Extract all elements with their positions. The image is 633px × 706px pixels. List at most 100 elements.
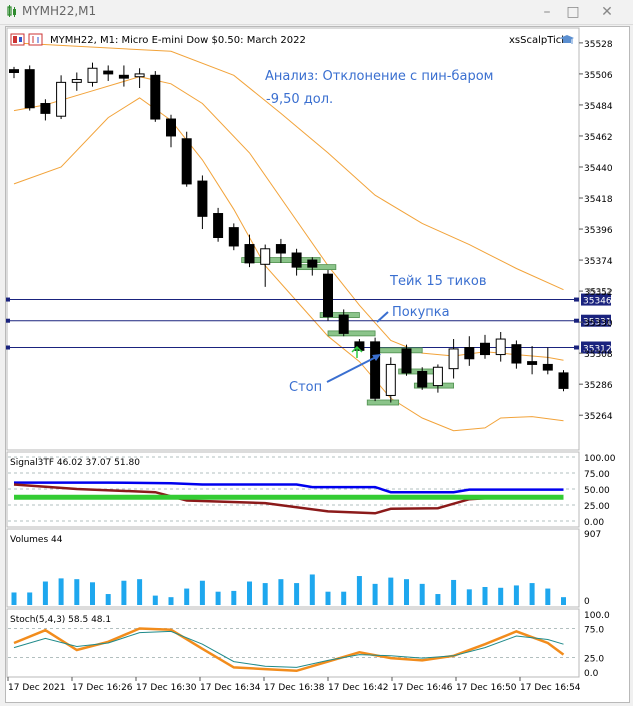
candle <box>338 309 349 337</box>
chart-header: MYMH22, M1: Micro E-mini Dow $0.50: Marc… <box>50 35 306 46</box>
candle-bull-body <box>448 348 459 370</box>
candle-bear-body <box>323 273 333 317</box>
candle <box>401 344 412 376</box>
buy-signal-arrow-icon <box>351 345 363 358</box>
volume-bar <box>356 576 362 605</box>
candle <box>260 244 271 287</box>
candle-bear-body <box>542 363 553 371</box>
time-tick-label: 17 Dec 16:38 <box>264 683 325 693</box>
take-profit-note: Тейк 15 тиков <box>389 274 487 289</box>
price-tick-label: 35396 <box>584 226 613 236</box>
stoch-tick-label: 25.0 <box>584 655 604 665</box>
time-tick-label: 17 Dec 16:30 <box>136 683 197 693</box>
expert-name: xsScalpTick <box>509 35 567 46</box>
stoch-tick-label: 75.0 <box>584 626 604 636</box>
price-tick-label: 35440 <box>584 164 613 174</box>
minimize-icon[interactable]: – <box>543 4 551 20</box>
stoch-panel-title: Stoch(5,4,3) 58.5 48.1 <box>10 615 111 625</box>
close-icon[interactable]: ✕ <box>601 4 613 20</box>
volume-bar <box>435 594 441 605</box>
chart-app-icon <box>7 5 16 17</box>
candle <box>480 334 490 359</box>
candle-bull-body <box>260 248 271 265</box>
expert-cap-icon <box>560 35 574 44</box>
time-tick-label: 17 Dec 16:54 <box>520 683 581 693</box>
volume-bar <box>278 579 284 605</box>
window-titlebar: MYMH22,M1 – □ ✕ <box>0 0 633 25</box>
volume-tick-label: 0 <box>584 597 590 607</box>
level-line-handle <box>6 297 10 302</box>
volume-bar <box>341 591 347 605</box>
level-price-tag: 35312 <box>581 341 612 355</box>
candle <box>464 336 475 366</box>
stop-arrow-head <box>372 354 381 361</box>
candle <box>134 68 145 89</box>
candle <box>275 238 286 263</box>
signal-tick-label: 0.00 <box>584 518 604 528</box>
candle-bear-body <box>103 70 114 75</box>
candle <box>291 248 302 276</box>
level-line-handle <box>574 297 579 302</box>
candle-bear-body <box>307 259 318 268</box>
candle-bear-body <box>40 103 51 114</box>
time-tick-label: 17 Dec 16:50 <box>456 683 517 693</box>
candle <box>213 207 224 242</box>
candle <box>103 65 114 81</box>
volume-bar <box>262 583 268 605</box>
candle-bull-body <box>385 363 396 396</box>
band-upper-line <box>13 42 564 291</box>
price-tick-label: 35286 <box>584 381 613 391</box>
price-tick-label: 35330 <box>584 319 613 329</box>
candle-bear-body <box>181 138 192 185</box>
candle <box>118 65 129 87</box>
volume-bar <box>419 583 425 605</box>
level-price-label: 35312 <box>583 345 612 355</box>
signal-panel-title: Signal3TF 46.02 37.07 51.80 <box>10 458 140 468</box>
price-tick-label: 35264 <box>584 412 613 422</box>
stop-note: Стоп <box>289 380 322 395</box>
level-price-tag-bg <box>581 341 611 354</box>
volume-bar <box>11 592 17 605</box>
volume-bar <box>58 578 64 605</box>
candle-bull-body <box>432 366 443 387</box>
time-tick-label: 17 Dec 16:42 <box>328 683 389 693</box>
candle <box>417 367 428 390</box>
volume-bar <box>168 597 174 605</box>
candle <box>181 131 192 187</box>
candle <box>370 337 381 402</box>
volume-bar <box>325 591 331 605</box>
candle <box>527 346 538 375</box>
candle-bear-body <box>401 348 412 374</box>
candle-bull-body <box>71 79 82 83</box>
volume-bar <box>137 579 143 605</box>
volume-bar <box>74 579 80 605</box>
candle <box>56 75 67 120</box>
candle <box>511 340 522 369</box>
candle-bear-body <box>338 314 349 334</box>
volume-bar <box>372 583 378 605</box>
level-box <box>366 399 400 406</box>
volume-panel-title: Volumes 44 <box>10 535 63 545</box>
volume-bar <box>388 577 394 605</box>
price-tick-label: 35462 <box>584 133 613 143</box>
timeframe-icon[interactable] <box>28 33 43 46</box>
volume-bar <box>513 585 519 605</box>
volume-bar <box>561 597 566 605</box>
candle <box>244 234 255 268</box>
price-tick-label: 35506 <box>584 71 613 81</box>
volume-bar <box>184 588 190 605</box>
volume-bar <box>42 581 48 605</box>
chart-type-icon[interactable] <box>10 33 25 46</box>
stoch-series-line <box>13 627 565 673</box>
level-line-handle <box>6 345 10 350</box>
volume-bar <box>105 594 111 605</box>
volume-bar <box>309 574 315 605</box>
candle <box>71 72 82 91</box>
maximize-icon[interactable]: □ <box>566 4 580 20</box>
candle-bear-body <box>291 252 302 268</box>
volume-bar <box>451 579 457 605</box>
stoch-tick-label: 100.0 <box>584 611 610 621</box>
main-chart-panel[interactable] <box>6 27 580 451</box>
candle-bear-body <box>166 118 176 137</box>
